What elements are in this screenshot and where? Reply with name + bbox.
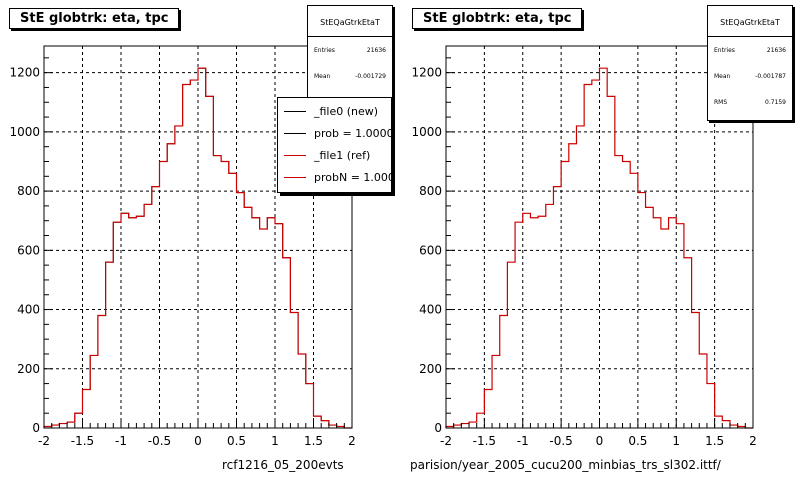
right-stats-name: StEQaGtrkEtaT [708,6,792,37]
right-y-tick-label: 800 [419,184,442,198]
legend-label-probn: probN = 1.000000 [314,170,391,184]
left-y-tick-label: 1000 [9,125,40,139]
legend-item-probn: probN = 1.000000 [278,166,391,188]
legend-line-black [284,132,306,134]
legend-label-file0: _file0 (new) [314,104,379,118]
right-x-tick-label: 1.5 [705,434,724,448]
left-y-tick-label: 600 [17,243,40,257]
left-chart-title: StE globtrk: eta, tpc [9,8,180,29]
left-legend: _file0 (new) prob = 1.000000 _file1 (ref… [277,97,392,193]
left-stats-name: StEQaGtrkEtaT [308,6,392,37]
legend-line-red [284,176,306,178]
right-stats-entries-label: Entries [714,46,735,54]
right-x-tick-label: -1 [517,434,529,448]
legend-item-prob: prob = 1.000000 [278,122,391,144]
left-y-tick-label: 800 [17,184,40,198]
right-x-tick-label: 0 [596,434,604,448]
right-stats-box: StEQaGtrkEtaT Entries 21636 Mean -0.0017… [707,5,793,121]
right-y-tick-label: 1200 [411,66,442,80]
left-x-tick-label: 0.5 [227,434,246,448]
right-x-tick-label: 0.5 [628,434,647,448]
legend-label-file1: _file1 (ref) [314,148,371,162]
legend-label-prob: prob = 1.000000 [314,126,391,140]
right-x-tick-label: -0.5 [549,434,572,448]
right-stats-entries-value: 21636 [766,46,786,54]
left-stats-mean-value: -0.001729 [355,72,386,80]
left-y-tick-label: 1200 [9,66,40,80]
left-stats-entries-label: Entries [314,46,335,54]
right-x-tick-label: 2 [749,434,757,448]
right-y-tick-label: 600 [419,243,442,257]
right-chart-title: StE globtrk: eta, tpc [412,8,583,29]
right-stats-rms-label: RMS [714,98,728,106]
right-stats-mean-value: -0.001787 [755,72,786,80]
right-stats-row-rms: RMS 0.7159 [708,89,792,115]
left-x-tick-label: -2 [38,434,50,448]
right-stats-rms-value: 0.7159 [765,98,786,106]
right-stats-row-mean: Mean -0.001787 [708,63,792,89]
left-x-tick-label: 1.5 [304,434,323,448]
left-series-ref [43,67,352,429]
right-stats-mean-label: Mean [714,72,731,80]
right-y-tick-label: 1000 [411,125,442,139]
right-y-tick-label: 0 [434,421,442,435]
left-stats-row-entries: Entries 21636 [308,37,392,63]
left-histogram-panel: -2 -1.5 -1 -0.5 0 0.5 1 1.5 2 0 200 400 600 800 1000 12… [9,45,356,448]
left-stats-mean-label: Mean [314,72,331,80]
right-y-tick-label: 200 [419,362,442,376]
legend-item-file1: _file1 (ref) [278,144,391,166]
right-series-ref [445,67,753,429]
right-x-tick-label: 1 [672,434,680,448]
legend-item-file0: _file0 (new) [278,100,391,122]
left-x-tick-label: -0.5 [148,434,171,448]
legend-line-black [284,110,306,112]
right-x-tick-label: -2 [440,434,452,448]
left-stats-row-mean: Mean -0.001729 [308,63,392,89]
left-stats-entries-value: 21636 [366,46,386,54]
left-footer-filename: rcf1216_05_200evts [222,458,344,472]
right-y-tick-label: 400 [419,303,442,317]
left-x-tick-label: -1 [115,434,127,448]
left-y-tick-label: 200 [17,362,40,376]
left-x-tick-label: -1.5 [71,434,94,448]
left-x-tick-label: 0 [194,434,202,448]
left-x-tick-label: 2 [348,434,356,448]
right-x-tick-label: -1.5 [473,434,496,448]
left-y-tick-label: 400 [17,303,40,317]
right-footer-path: parision/year_2005_cucu200_minbias_trs_s… [410,458,721,472]
right-histogram-panel: -2 -1.5 -1 -0.5 0 0.5 1 1.5 2 0 200 400 600 800 1000 12… [411,45,757,448]
right-stats-row-entries: Entries 21636 [708,37,792,63]
left-y-tick-label: 0 [32,421,40,435]
left-x-tick-label: 1 [271,434,279,448]
legend-line-red [284,154,306,156]
